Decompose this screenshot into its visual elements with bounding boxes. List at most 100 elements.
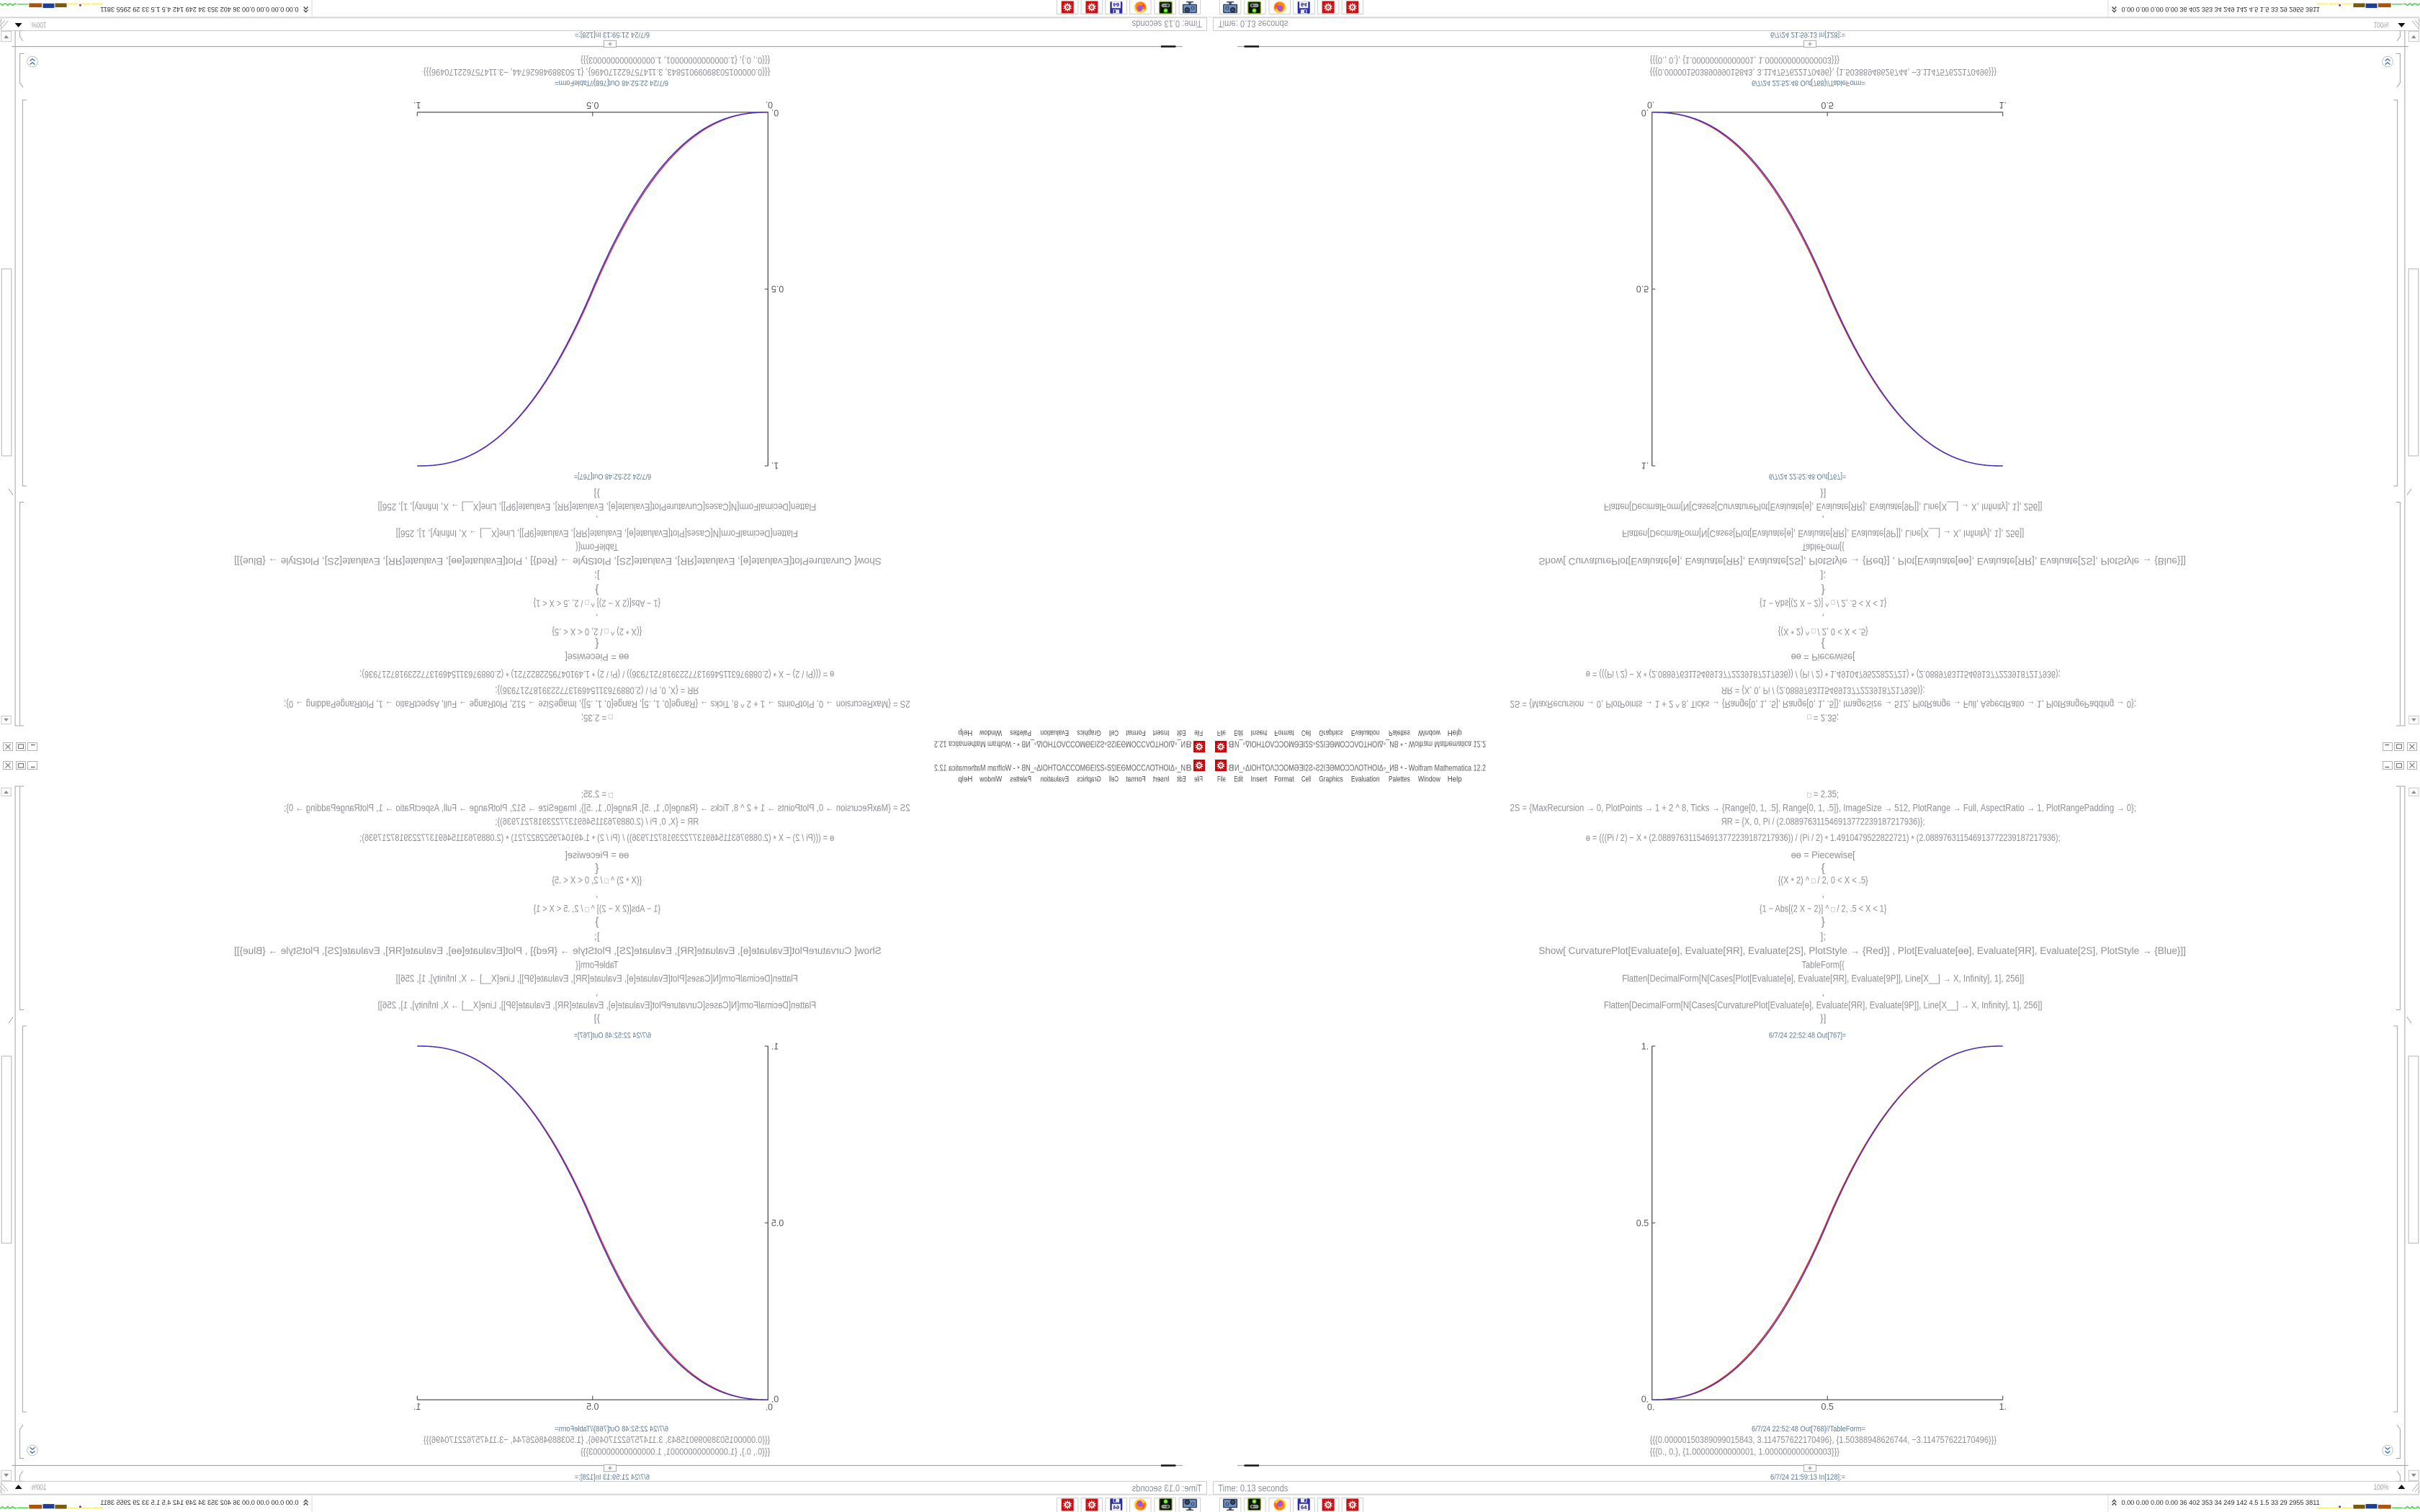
svg-text:];: ]; [1820,931,1826,942]
svg-text:ɵ = (((Pi / 2) − X *​ (2.08897: ɵ = (((Pi / 2) − X *​ (2.088976311546913… [1586,832,2061,845]
svg-text:ɵ = (((Pi / 2) − X *​ (2.08897: ɵ = (((Pi / 2) − X *​ (2.088976311546913… [359,667,834,680]
svg-text:И_°​ΔΙΟΗΤΟΛϽϽΟΜƏƎΙ2Ƨ°​Ƨ2ΙƎƏΜΟϽ: И_°​ΔΙΟΗΤΟΛϽϽΟΜƏƎΙ2Ƨ°​Ƨ2ΙƎƏΜΟϽϽΛΟΤΗΟΙΔ°​… [1234,737,1486,750]
svg-text:0.5: 0.5 [586,100,599,110]
svg-text:Flatten[DecimalForm[N[Cases[Cu: Flatten[DecimalForm[N[Cases[CurvaturePlo… [1604,1000,2043,1011]
svg-text:Window: Window [980,775,1002,784]
svg-text:6/7/24 22:52:48 Out[767]=: 6/7/24 22:52:48 Out[767]= [1769,472,1846,481]
svg-text:6/7/24 22:52:48 Out[768]//Tabl: 6/7/24 22:52:48 Out[768]//TableForm= [555,78,668,87]
svg-text:Help: Help [958,775,972,784]
svg-text:,: , [596,515,599,526]
svg-text:{{{0., 0.}, {1.00000000000001,: {{{0., 0.}, {1.00000000000001, 1.0000000… [1650,55,1840,66]
svg-text:64: 64 [1301,1504,1307,1511]
svg-text:Evaluation: Evaluation [1040,729,1069,737]
svg-text:2S = {MaxRecursion → 0, PlotPo: 2S = {MaxRecursion → 0, PlotPoints → 1 +… [1510,802,2136,813]
svg-text:6/7/24 22:52:48 Out[768]//Tabl: 6/7/24 22:52:48 Out[768]//TableForm= [1752,1425,1865,1434]
svg-text:□ = 2.35;: □ = 2.35; [581,713,613,724]
svg-text:File: File [1194,729,1203,737]
svg-text:0.00 0.00 0.00 0.00 36 402 3: 0.00 0.00 0.00 0.00 36 402 353 34 249 14… [100,6,298,13]
svg-text:TableForm[{: TableForm[{ [575,542,619,553]
svg-text:{1 − Abs[(2 X − 2)] ^ □ / 2, .: {1 − Abs[(2 X − 2)] ^ □ / 2, .5 < X < 1} [1760,904,1887,914]
svg-text:0.5: 0.5 [1636,284,1649,294]
svg-text:6/7/24 22:52:48 Out[768]//Tabl: 6/7/24 22:52:48 Out[768]//TableForm= [1752,78,1865,87]
svg-text:Insert: Insert [1251,775,1268,784]
svg-text:Insert: Insert [1153,775,1170,784]
svg-text:64: 64 [1301,1,1307,8]
svg-text:{{{0., 0.}, {1.00000000000001,: {{{0., 0.}, {1.00000000000001, 1.0000000… [1650,1446,1840,1457]
svg-text:{{{0.00000150389099015843, 3.1: {{{0.00000150389099015843, 3.11475762217… [1650,67,1997,78]
svg-text:Show[ CurvaturePlot[Evaluate[: Show[ CurvaturePlot[Evaluate[ɵ], Evaluat… [1538,556,2186,567]
svg-text:,: , [1821,515,1824,526]
svg-text:Flatten[DecimalForm[N[Cases[Pl: Flatten[DecimalForm[N[Cases[Plot[Evaluat… [396,973,798,984]
svg-text:□ = 2.35;: □ = 2.35; [581,789,613,800]
svg-text:File: File [1217,775,1226,784]
svg-text:Format: Format [1274,729,1294,737]
svg-text:}: } [1821,916,1826,928]
svg-text:ЯR = {X, 0, Pi / (2.0889763115: ЯR = {X, 0, Pi / (2.08897631154691377223… [495,685,699,696]
svg-text:,: , [596,987,599,998]
svg-text:Time: 0.13 seconds: Time: 0.13 seconds [1218,1482,1288,1493]
svg-text:{: { [594,863,599,875]
svg-text:0.: 0. [1647,99,1654,109]
svg-text:{: { [1821,863,1826,875]
svg-text:{{{0., 0.}, {1.00000000000001,: {{{0., 0.}, {1.00000000000001, 1.0000000… [580,1446,770,1457]
svg-text:{{{0., 0.}, {1.00000000000001,: {{{0., 0.}, {1.00000000000001, 1.0000000… [580,55,770,66]
svg-text:1.: 1. [771,1041,779,1051]
svg-text:B: B [1186,739,1192,750]
svg-text:,: , [1821,613,1824,624]
svg-text:Palettes: Palettes [1389,775,1410,784]
svg-text:B: B [1228,739,1234,750]
svg-text:1.: 1. [413,100,421,110]
svg-text:ЯR = {X, 0, Pi / (2.0889763115: ЯR = {X, 0, Pi / (2.08897631154691377223… [1721,685,1925,696]
svg-text:Window: Window [1418,775,1440,784]
svg-text:0.5: 0.5 [1636,1218,1649,1228]
svg-text:{1 − Abs[(2 X − 2)] ^ □ / 2, .: {1 − Abs[(2 X − 2)] ^ □ / 2, .5 < X < 1} [533,904,660,914]
svg-text:{: { [1821,638,1826,650]
svg-text:File: File [1194,775,1203,784]
svg-text:6/7/24 22:52:48 Out[767]=: 6/7/24 22:52:48 Out[767]= [574,1032,651,1040]
svg-text:}]: }] [594,1013,600,1024]
svg-text:}]: }] [1820,1013,1826,1024]
svg-text:{1 − Abs[(2 X − 2)] ^ □ / 2, .: {1 − Abs[(2 X − 2)] ^ □ / 2, .5 < X < 1} [1760,598,1887,608]
svg-text:TableForm[{: TableForm[{ [1802,959,1845,970]
svg-text:];: ]; [594,570,600,581]
svg-text:}: } [594,584,599,596]
svg-text:100%: 100% [2374,1483,2389,1492]
svg-text:Graphics: Graphics [1077,729,1101,737]
svg-text:1.: 1. [1999,100,2006,110]
svg-text:100%: 100% [32,20,47,29]
svg-text:{1 − Abs[(2 X − 2)] ^ □ / 2, .: {1 − Abs[(2 X − 2)] ^ □ / 2, .5 < X < 1} [533,598,660,608]
svg-text:6/7/24 21:59:13 In[128]:=: 6/7/24 21:59:13 In[128]:= [575,30,650,39]
svg-text:64: 64 [1113,1,1119,8]
svg-text:Insert: Insert [1251,729,1268,737]
svg-text:Edit: Edit [1177,775,1186,784]
svg-text:ɵɵ = Piecewise[: ɵɵ = Piecewise[ [565,850,629,860]
svg-text:Format: Format [1126,729,1145,737]
svg-text:ɵɵ = Piecewise[: ɵɵ = Piecewise[ [1791,652,1855,662]
svg-text:0.00 0.00 0.00 0.00 36 402 3: 0.00 0.00 0.00 0.00 36 402 353 34 249 14… [2122,1499,2320,1506]
svg-text:□ = 2.35;: □ = 2.35; [1807,789,1839,800]
svg-text:Window: Window [980,729,1002,737]
svg-text:И_°​ΔΙΟΗΤΟΛϽϽΟΜƏƎΙ2Ƨ°​Ƨ2ΙƎƏΜΟϽ: И_°​ΔΙΟΗΤΟΛϽϽΟΜƏƎΙ2Ƨ°​Ƨ2ΙƎƏΜΟϽϽΛΟΤΗΟΙΔ°​… [934,737,1186,750]
svg-text:2S = {MaxRecursion → 0, PlotPo: 2S = {MaxRecursion → 0, PlotPoints → 1 +… [284,699,910,710]
svg-text:Window: Window [1418,729,1440,737]
svg-text:2S = {MaxRecursion → 0, PlotPo: 2S = {MaxRecursion → 0, PlotPoints → 1 +… [1510,699,2136,710]
svg-text:B: B [1228,763,1234,773]
svg-text:TableForm[{: TableForm[{ [1802,542,1845,553]
svg-text:1.: 1. [771,461,779,471]
svg-text:{{{0.00000150389099015843, 3.1: {{{0.00000150389099015843, 3.11475762217… [423,67,770,78]
svg-text:100%: 100% [2374,20,2389,29]
svg-text:Show[ CurvaturePlot[Evaluate[: Show[ CurvaturePlot[Evaluate[ɵ], Evaluat… [234,556,882,567]
svg-text:Flatten[DecimalForm[N[Cases[Pl: Flatten[DecimalForm[N[Cases[Plot[Evaluat… [1622,973,2024,984]
svg-text:1.: 1. [1999,1402,2006,1412]
svg-text:}]: }] [594,489,600,500]
svg-text:Flatten[DecimalForm[N[Cases[Cu: Flatten[DecimalForm[N[Cases[CurvaturePlo… [378,1000,817,1011]
svg-text:Time: 0.13 seconds: Time: 0.13 seconds [1131,1482,1201,1493]
svg-text:Flatten[DecimalForm[N[Cases[Pl: Flatten[DecimalForm[N[Cases[Plot[Evaluat… [396,528,798,539]
svg-text:ЯR = {X, 0, Pi / (2.0889763115: ЯR = {X, 0, Pi / (2.08897631154691377223… [1721,816,1925,827]
svg-text:Flatten[DecimalForm[N[Cases[Pl: Flatten[DecimalForm[N[Cases[Plot[Evaluat… [1622,528,2024,539]
svg-text:6/7/24 21:59:13 In[128]:=: 6/7/24 21:59:13 In[128]:= [575,1473,650,1482]
svg-text:,: , [1821,987,1824,998]
svg-text:}]: }] [1820,489,1826,500]
svg-text:{(X *​ 2) ^ □ / 2, 0 < X < .5}: {(X *​ 2) ^ □ / 2, 0 < X < .5} [1778,875,1868,887]
svg-text:И_°​ΔΙΟΗΤΟΛϽϽΟΜƏƎΙ2Ƨ°​Ƨ2ΙƎƏΜΟϽ: И_°​ΔΙΟΗΤΟΛϽϽΟΜƏƎΙ2Ƨ°​Ƨ2ΙƎƏΜΟϽϽΛΟΤΗΟΙΔ°​… [934,763,1186,775]
